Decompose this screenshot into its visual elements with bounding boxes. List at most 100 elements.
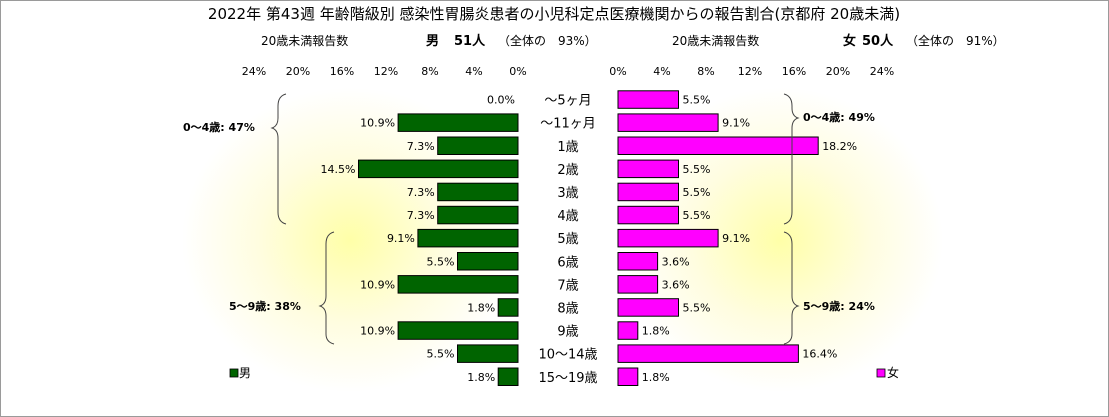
female-value-label: 5.5% [683,163,711,176]
male-5-9-brace [318,231,335,345]
age-category-label: 3歳 [557,186,578,201]
male-value-label: 1.8% [467,301,495,314]
right-header-caption: 20歳未満報告数 [672,33,759,48]
female-bar [617,321,639,340]
female-bar [617,367,639,386]
male-value-label: 7.3% [407,140,435,153]
right-x-tick-label: 4% [653,65,670,78]
female-value-label: 16.4% [802,348,837,361]
age-category-label: 4歳 [557,209,578,224]
age-category-label: 6歳 [557,255,578,270]
right-x-tick-label: 20% [826,65,850,78]
bar-series: 0.0% 5.5% 10.9% 9.1% 7.3% 18.2% 14.5% 5.5% 7.3% 5… [321,90,857,386]
female-bar [617,159,679,179]
female-bar [617,298,679,317]
female-value-label: 5.5% [683,209,711,222]
female-5-9-brace [783,231,800,345]
left-x-tick-label: 20% [286,65,310,78]
legend-male-label: 男 [239,366,251,380]
right-header-count: 50人 [862,33,894,49]
legend-female-swatch [876,368,886,378]
female-value-label: 5.5% [683,186,711,199]
chart-title: 2022年 第43週 年齢階級別 感染性胃腸炎患者の小児科定点医療機関からの報告… [208,5,900,23]
female-bar [617,113,719,132]
female-bar [617,252,659,271]
male-bar [437,136,519,155]
age-category-label: 1歳 [557,140,578,155]
male-value-label: 9.1% [387,232,415,245]
age-category-label: 2歳 [557,163,578,178]
male-bar [358,159,519,179]
female-value-label: 1.8% [642,371,670,384]
female-value-label: 3.6% [662,278,690,291]
right-x-tick-label: 16% [782,65,806,78]
female-bar [617,182,679,202]
right-x-axis: 0% 4% 8% 12% 16% 20% 24% [609,65,894,78]
female-5-9-annotation: 5～9歳: 24% [803,299,875,313]
category-labels: ～5ヶ月 ～11ヶ月 1歳 2歳 3歳 4歳 5歳 6歳 7歳 8歳 9歳 10～14歳 15～19歳 [538,94,597,386]
right-x-tick-label: 0% [609,65,626,78]
age-category-label: ～5ヶ月 [544,94,591,109]
left-x-tick-label: 24% [242,65,266,78]
male-value-label: 7.3% [407,186,435,199]
right-header-share: （全体の 91%） [906,33,1005,48]
male-value-label: 10.9% [360,117,395,130]
male-bar [497,298,519,317]
male-value-label: 10.9% [360,325,395,338]
male-bar [397,321,519,340]
male-value-label: 0.0% [487,94,515,107]
male-bar [417,228,519,248]
female-value-label: 1.8% [642,325,670,338]
left-header-caption: 20歳未満報告数 [261,33,348,48]
female-value-label: 9.1% [722,232,750,245]
male-value-label: 5.5% [427,348,455,361]
female-bar [617,228,719,248]
left-header-sex: 男 [426,34,439,49]
right-header-sex: 女 [843,33,856,49]
male-bar [397,113,519,132]
female-value-label: 5.5% [683,301,711,314]
age-category-label: 8歳 [557,301,578,316]
left-x-tick-label: 16% [330,65,354,78]
age-category-label: 9歳 [557,325,578,340]
age-category-label: 7歳 [557,278,578,293]
male-bar [457,344,519,363]
left-x-tick-label: 0% [509,65,526,78]
male-value-label: 5.5% [427,255,455,268]
male-bar [457,252,519,271]
female-bar [617,275,659,294]
left-x-tick-label: 12% [374,65,398,78]
right-x-tick-label: 8% [697,65,714,78]
male-value-label: 1.8% [467,371,495,384]
left-header-count: 51人 [454,33,486,49]
left-x-tick-label: 8% [421,65,438,78]
legend-male-swatch [229,368,239,378]
male-value-label: 10.9% [360,278,395,291]
age-category-label: 10～14歳 [538,348,597,363]
male-5-9-annotation: 5～9歳: 38% [229,299,301,313]
male-bar [397,275,519,294]
male-0-4-annotation: 0～4歳: 47% [183,120,255,134]
male-bar [437,182,519,202]
right-x-tick-label: 12% [738,65,762,78]
right-x-tick-label: 24% [870,65,894,78]
male-bar [497,367,519,386]
female-bar [617,205,679,225]
age-category-label: ～11ヶ月 [540,117,596,132]
female-bar [617,136,819,155]
legend-female-label: 女 [887,365,899,380]
female-value-label: 3.6% [662,255,690,268]
male-value-label: 14.5% [321,163,356,176]
male-0-4-brace [270,93,287,225]
age-category-label: 5歳 [557,232,578,247]
female-bar [617,90,679,109]
female-value-label: 18.2% [822,140,857,153]
female-bar [617,344,799,363]
left-x-axis: 24% 20% 16% 12% 8% 4% 0% [242,65,527,78]
age-category-label: 15～19歳 [538,371,597,386]
female-value-label: 5.5% [683,94,711,107]
male-bar [437,205,519,225]
female-value-label: 9.1% [722,117,750,130]
